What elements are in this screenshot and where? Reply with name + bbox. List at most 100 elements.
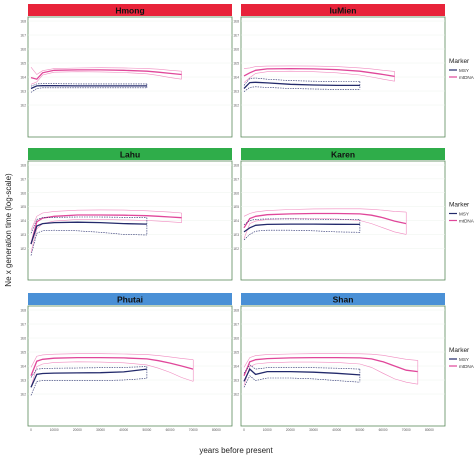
y-tick-label: 1E2: [233, 104, 239, 108]
panel-header: [28, 293, 232, 305]
y-tick-label: 1E3: [233, 233, 239, 237]
msy-lower-bound: [30, 378, 147, 396]
y-tick-label: 1E8: [233, 20, 239, 24]
mtdna-median-line: [243, 356, 418, 377]
x-tick-label: 60000: [166, 428, 175, 432]
y-tick-label: 1E3: [233, 90, 239, 94]
panel-karen: Karen 1E8 1E7 1E6 1E5 1E4 1E3 1E2 Marker MSY mtDNA: [233, 148, 474, 281]
y-tick-label: 1E4: [20, 76, 26, 80]
x-tick-label: 10000: [263, 428, 272, 432]
panel-title: Hmong: [115, 6, 144, 16]
y-tick-label: 1E2: [233, 393, 239, 397]
legend-label-msy: MSY: [459, 211, 469, 216]
y-tick-label: 1E8: [20, 309, 26, 313]
x-tick-label: 10000: [50, 428, 59, 432]
y-tick-label: 1E7: [233, 323, 239, 327]
y-tick-label: 1E3: [20, 379, 26, 383]
mtdna-upper-bound: [30, 209, 182, 231]
y-tick-label: 1E4: [20, 365, 26, 369]
y-tick-label: 1E7: [233, 34, 239, 38]
x-tick-label: 50000: [142, 428, 151, 432]
y-tick-label: 1E8: [20, 20, 26, 24]
mtdna-lower-bound: [30, 71, 182, 85]
legend-label-mtdna: mtDNA: [459, 75, 474, 80]
panel-header: [241, 148, 445, 160]
y-tick-label: 1E6: [20, 48, 26, 52]
msy-lower-bound: [243, 375, 360, 388]
y-tick-label: 1E6: [233, 191, 239, 195]
y-tick-label: 1E5: [233, 62, 239, 66]
panel-title: Shan: [333, 295, 354, 305]
mtdna-lower-bound: [243, 218, 407, 239]
msy-upper-bound: [243, 218, 360, 225]
y-tick-label: 1E2: [20, 393, 26, 397]
mtdna-upper-bound: [243, 65, 395, 72]
y-tick-label: 1E3: [20, 233, 26, 237]
panel-header: [241, 4, 445, 16]
x-tick-label: 40000: [332, 428, 341, 432]
panel-header: [28, 148, 232, 160]
x-tick-label: 80000: [425, 428, 434, 432]
x-tick-label: 40000: [119, 428, 128, 432]
y-tick-label: 1E6: [20, 191, 26, 195]
msy-lower-bound: [30, 87, 147, 93]
x-tick-label: 70000: [189, 428, 198, 432]
legend-title: Marker: [449, 202, 470, 209]
msy-median-line: [30, 221, 147, 245]
y-tick-label: 1E7: [20, 323, 26, 327]
x-tick-label: 30000: [96, 428, 105, 432]
msy-median-line: [243, 81, 360, 89]
mtdna-median-line: [243, 67, 395, 78]
x-axis-title: years before present: [199, 446, 273, 455]
y-tick-label: 1E2: [20, 104, 26, 108]
y-tick-label: 1E2: [20, 247, 26, 251]
y-tick-label: 1E5: [20, 62, 26, 66]
panel-title: Phutai: [117, 295, 143, 305]
y-tick-label: 1E4: [233, 76, 239, 80]
y-tick-label: 1E7: [20, 34, 26, 38]
y-tick-label: 1E5: [20, 205, 26, 209]
mtdna-lower-bound: [243, 361, 418, 386]
mtdna-upper-bound: [243, 208, 407, 217]
mtdna-median-line: [30, 69, 182, 80]
y-tick-label: 1E8: [233, 309, 239, 313]
mtdna-lower-bound: [30, 219, 182, 253]
msy-median-line: [243, 223, 360, 233]
panel-hmong: Hmong 1E8 1E7 1E6 1E5 1E4 1E3 1E2: [20, 4, 233, 138]
panel-title: Lahu: [120, 150, 140, 160]
y-tick-label: 1E2: [233, 247, 239, 251]
y-tick-label: 1E5: [233, 351, 239, 355]
mtdna-upper-bound: [30, 67, 182, 75]
y-tick-label: 1E4: [20, 219, 26, 223]
y-tick-label: 1E5: [233, 205, 239, 209]
mtdna-lower-bound: [30, 361, 194, 388]
legend-label-msy: MSY: [459, 357, 469, 362]
panel-shan: Shan 1E8 1E7 1E6 1E5 1E4 1E3 1E2 0 10000 20000 3000…: [233, 293, 474, 432]
y-tick-label: 1E4: [233, 219, 239, 223]
msy-upper-bound: [243, 77, 360, 86]
y-tick-label: 1E7: [20, 177, 26, 181]
msy-lower-bound: [243, 86, 360, 92]
x-tick-label: 20000: [286, 428, 295, 432]
legend-title: Marker: [449, 58, 470, 65]
msy-median-line: [243, 368, 360, 382]
legend: Marker MSY mtDNA: [449, 347, 474, 369]
y-tick-label: 1E6: [233, 48, 239, 52]
msy-upper-bound: [30, 216, 147, 234]
panel-title: Karen: [331, 150, 355, 160]
y-tick-label: 1E6: [20, 337, 26, 341]
legend: Marker MSY mtDNA: [449, 58, 474, 80]
x-tick-label: 20000: [73, 428, 82, 432]
mtdna-median-line: [30, 214, 182, 245]
y-tick-label: 1E3: [20, 90, 26, 94]
legend-label-mtdna: mtDNA: [459, 218, 474, 223]
mtdna-median-line: [30, 356, 194, 377]
msy-lower-bound: [243, 229, 360, 241]
x-tick-label: 80000: [212, 428, 221, 432]
msy-median-line: [30, 368, 147, 388]
y-tick-label: 1E7: [233, 177, 239, 181]
x-tick-label: 70000: [402, 428, 411, 432]
msy-lower-bound: [30, 229, 147, 256]
